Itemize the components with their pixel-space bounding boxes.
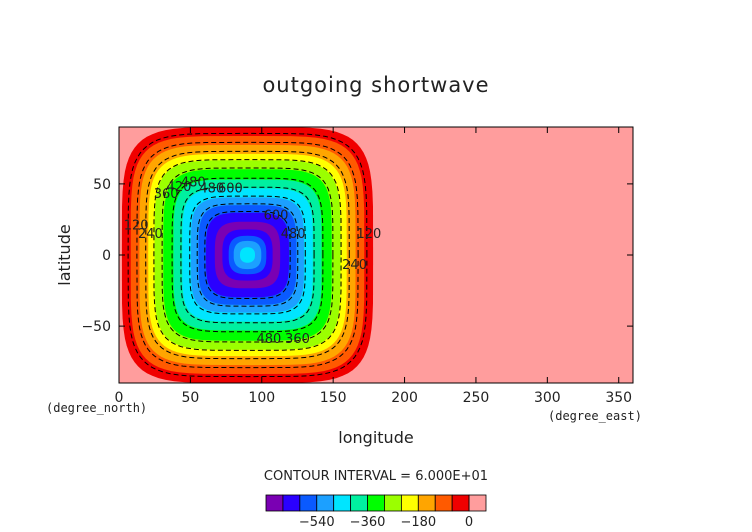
colorbar-swatch: [316, 494, 335, 512]
colorbar-swatch: [417, 494, 436, 512]
contour-label: 120: [356, 227, 381, 242]
colorbar-swatch: [434, 494, 453, 512]
y-axis: −50 0 50: [81, 177, 633, 335]
x-tick-label: 250: [463, 390, 490, 406]
y-tick-label: −50: [81, 319, 111, 335]
contour-lines: [127, 132, 368, 378]
contour-line: [189, 195, 306, 315]
contour-line: [136, 141, 359, 369]
contour-label: 120: [124, 218, 149, 233]
contour-line: [171, 177, 324, 333]
x-axis: 0 50 100 150 200 250 300 350: [115, 127, 632, 406]
contour-line: [180, 186, 315, 324]
contour-label: 420: [167, 180, 192, 195]
contour-label: 600: [264, 208, 289, 223]
colorbar-swatch: [299, 494, 318, 512]
y-tick-label: 50: [93, 177, 111, 193]
x-unit-label: (degree_east): [548, 409, 642, 423]
colorbar-tick-label: −360: [350, 515, 386, 530]
x-tick-label: 100: [248, 390, 275, 406]
colorbar-swatch: [282, 494, 301, 512]
contour-line: [196, 203, 299, 307]
colorbar-swatch: [333, 494, 352, 512]
colorbar-tick-label: −180: [400, 515, 436, 530]
contour-line: [204, 210, 291, 300]
colorbar-swatch: [350, 494, 368, 512]
contour-label: 240: [342, 258, 367, 273]
x-tick-label: 50: [181, 390, 199, 406]
contour-line: [127, 132, 368, 378]
colorbar-tick-label: −540: [299, 515, 335, 530]
contour-line: [153, 159, 342, 351]
y-unit-label: (degree_north): [46, 401, 147, 415]
chart-title: outgoing shortwave: [262, 73, 489, 97]
colorbar-swatch: [468, 494, 487, 512]
colorbar-swatch: [367, 494, 385, 512]
contour-label: 360: [154, 187, 179, 202]
y-axis-label: latitude: [55, 224, 74, 285]
x-tick-label: 350: [605, 390, 632, 406]
contour-label: 600: [218, 181, 243, 196]
contour-label: 360: [285, 332, 310, 347]
contour-band: [240, 247, 255, 263]
contour-line: [161, 167, 334, 343]
x-tick-label: 150: [320, 390, 347, 406]
colorbar-swatch: [384, 494, 402, 512]
contour-label: 480: [181, 176, 206, 191]
colorbar: −540 −360 −180 0: [265, 494, 487, 530]
plot-area: [119, 127, 633, 383]
colorbar-tick-label: 0: [465, 515, 473, 530]
colorbar-swatch: [400, 494, 419, 512]
y-tick-label: 0: [102, 248, 111, 264]
contour-label: 480: [257, 332, 282, 347]
contour-label: 480: [281, 227, 306, 242]
colorbar-swatch: [451, 494, 470, 512]
contour-line: [145, 150, 350, 360]
x-tick-label: 0: [115, 390, 124, 406]
contour-interval-text: CONTOUR INTERVAL = 6.000E+01: [264, 469, 488, 484]
contour-label: 480: [199, 181, 224, 196]
x-axis-label: longitude: [338, 428, 413, 447]
contour-label: 240: [138, 227, 163, 242]
x-tick-label: 300: [534, 390, 561, 406]
x-tick-label: 200: [391, 390, 418, 406]
colorbar-swatch: [265, 494, 284, 512]
